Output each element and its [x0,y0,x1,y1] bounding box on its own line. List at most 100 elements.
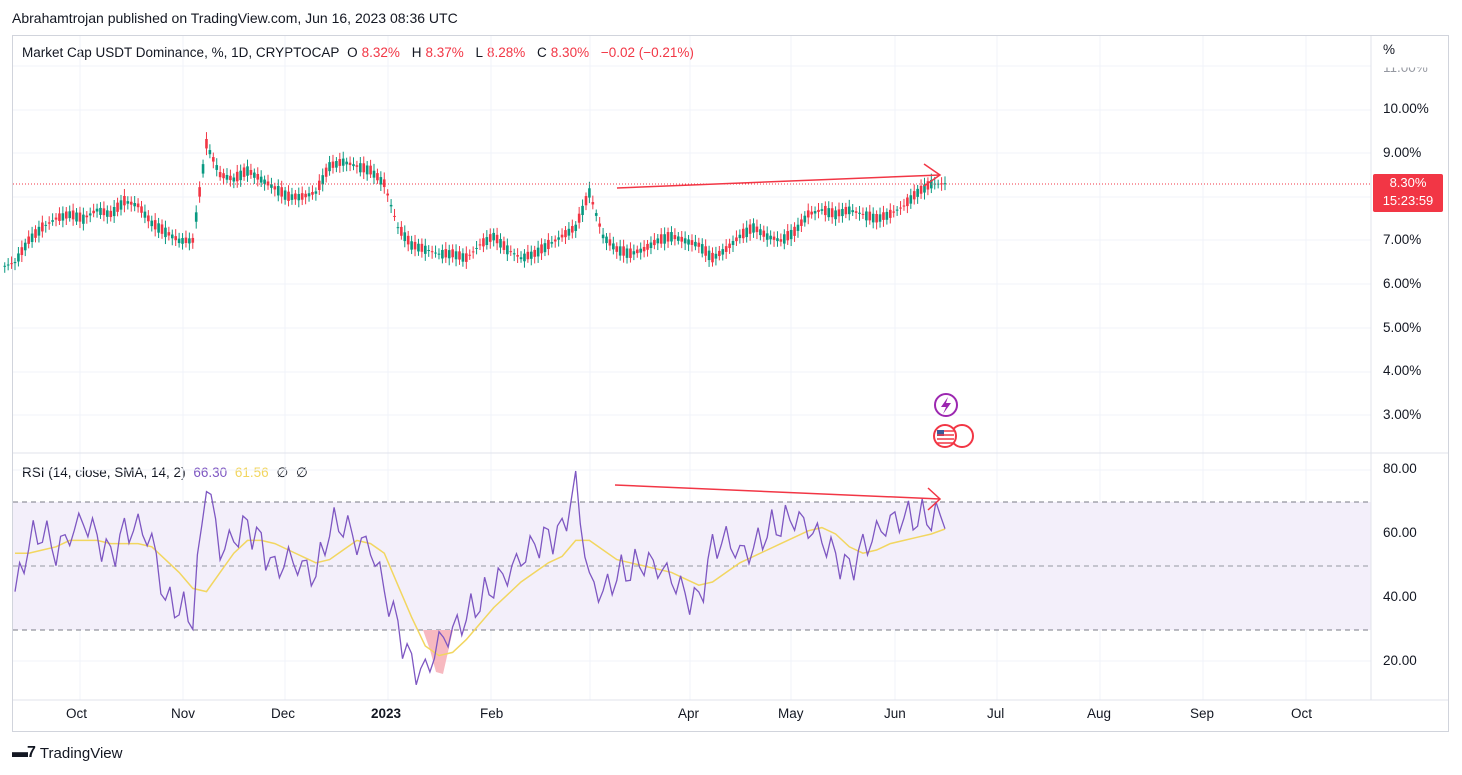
candle-body [564,230,567,238]
candle-body [571,226,574,233]
time-tick: 2023 [371,706,402,721]
price-tick: 4.00% [1383,363,1422,378]
candle-body [639,248,642,253]
candle-body [854,211,858,213]
candle-body [646,243,649,250]
candle-body [865,211,868,221]
rsi-tick: 20.00 [1383,653,1417,668]
candle-body [249,169,253,175]
candle-body [263,179,266,184]
candle-body [892,211,896,213]
candle-body [926,181,930,190]
price-tick: 11.00% [1383,60,1428,76]
candle-body [194,212,198,222]
candle-body [622,246,625,256]
candle-body [307,193,311,197]
candle-body [519,257,523,260]
candle-body [800,219,803,226]
candle-body [516,255,519,257]
candles [3,132,947,273]
candle-body [92,210,95,214]
us-flag-event-icon[interactable] [933,424,974,448]
rsi-tick: 40.00 [1383,589,1417,604]
candle-body [683,238,687,244]
candle-body [177,238,181,244]
candle-body [909,195,913,204]
candle-body [297,194,301,201]
candle-body [164,227,167,238]
candle-body [413,241,417,250]
candle-body [75,212,78,222]
candle-body [878,214,882,222]
candle-body [533,249,537,257]
candle-body [783,234,786,244]
candle-body [813,211,817,214]
candle-body [153,220,157,230]
close-label: C [537,45,547,60]
candle-body [680,236,684,242]
chart-frame [12,35,1449,732]
candle-body [119,200,123,210]
candle-body [714,253,718,259]
candle-body [184,237,188,244]
candle-body [536,247,540,257]
lightning-event-icon[interactable] [934,393,958,417]
candle-body [642,246,646,252]
candle-body [294,193,297,200]
candle-body [451,249,454,258]
candle-body [895,209,899,211]
candle-body [10,263,13,265]
candle-body [858,212,861,214]
candle-body [475,247,478,249]
candle-body [906,197,909,207]
candle-body [735,237,738,242]
candle-body [123,195,126,206]
candle-body [157,223,160,233]
candle-body [656,238,660,244]
rsi-title[interactable]: RSI (14, close, SMA, 14, 2) [22,465,186,480]
candle-body [51,220,54,222]
candle-body [936,183,940,185]
candle-body [420,243,424,252]
candle-body [700,244,704,254]
candle-body [759,229,762,236]
time-tick: Jul [987,706,1005,721]
candle-body [793,226,796,236]
rsi-tick: 80.00 [1383,461,1417,476]
candle-body [776,238,779,242]
price-tick: 10.00% [1383,101,1429,116]
time-tick: Oct [66,706,88,721]
candle-body [502,241,506,250]
candle-body [694,241,697,247]
price-trendline[interactable] [616,163,942,189]
candle-body [663,234,666,244]
candle-body [458,251,461,260]
candle-body [629,248,632,258]
candle-body [574,224,578,231]
candle-body [372,170,376,178]
rsi-value: 66.30 [193,465,228,480]
candle-body [311,191,314,195]
candle-body [212,157,215,162]
symbol-title[interactable]: Market Cap USDT Dominance, %, 1D, CRYPTO… [22,45,340,60]
candle-body [844,206,848,215]
candle-body [882,212,885,220]
candle-body [47,222,51,224]
candle-body [400,226,403,236]
candle-body [868,211,872,221]
candle-body [506,245,509,255]
candle-body [205,138,208,149]
candle-body [280,187,283,197]
candle-body [41,222,44,232]
candle-body [837,209,841,217]
candle-body [765,233,769,240]
candle-body [748,224,752,234]
candle-body [386,193,389,196]
candle-body [218,172,222,178]
candle-body [235,171,239,182]
bar-countdown: 15:23:59 [1382,193,1434,208]
tradingview-brand[interactable]: ▬7 TradingView [12,744,122,762]
rsi-trendline[interactable] [614,484,942,511]
candle-body [803,215,807,223]
